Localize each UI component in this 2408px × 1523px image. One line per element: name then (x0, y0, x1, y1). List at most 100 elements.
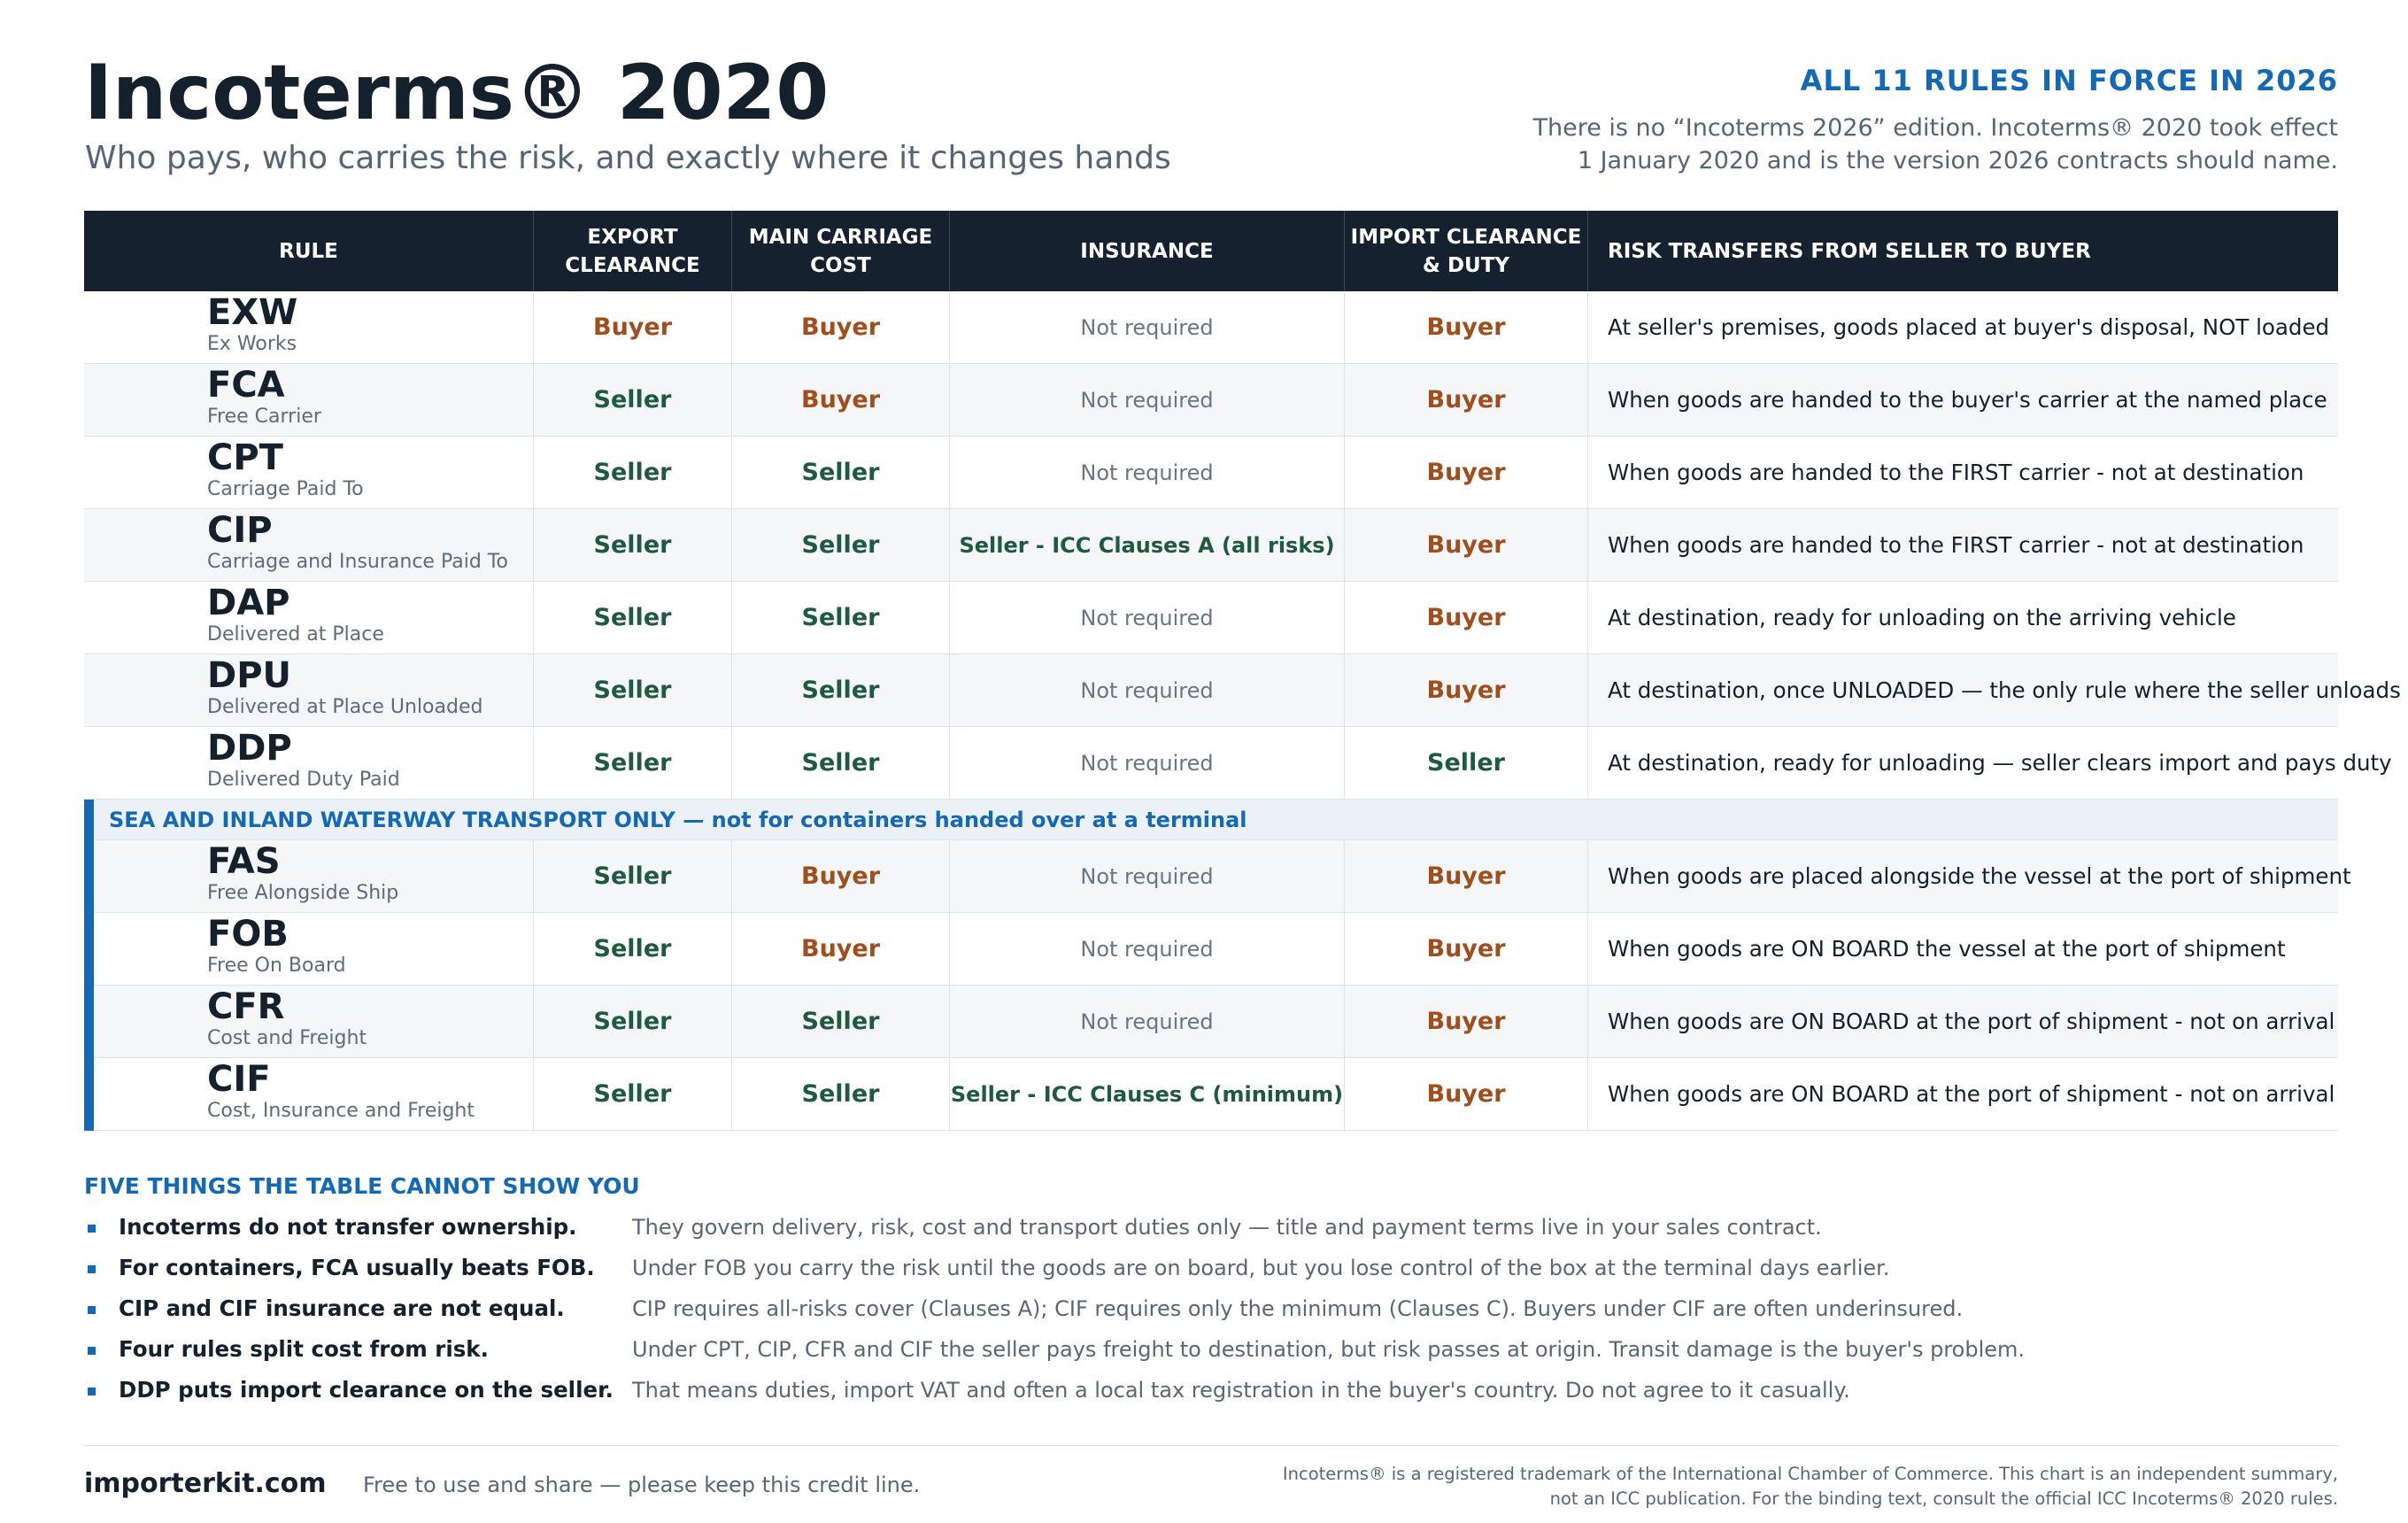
risk-cell: At destination, ready for unloading — se… (1588, 727, 2338, 799)
note-heading: For containers, FCA usually beats FOB. (119, 1255, 595, 1280)
insurance-cell-value: Not required (1080, 460, 1213, 485)
table-row: FAS Free Alongside Ship Seller Buyer Not req… (84, 840, 2338, 913)
insurance-cell: Not required (950, 913, 1345, 985)
risk-transfer-text: When goods are handed to the FIRST carri… (1608, 532, 2304, 558)
rule-name: Cost and Freight (207, 1026, 367, 1051)
bullet-icon (88, 1265, 96, 1273)
risk-transfer-text: When goods are ON BOARD at the port of s… (1608, 1009, 2335, 1034)
risk-transfer-text: When goods are handed to the buyer's car… (1608, 387, 2327, 413)
site-link[interactable]: importerkit.com (84, 1468, 327, 1499)
rule-name: Delivered Duty Paid (207, 768, 400, 792)
note-heading: DDP puts import clearance on the seller. (119, 1377, 614, 1403)
import-cell-value: Buyer (1426, 1080, 1505, 1108)
export-cell: Seller (534, 582, 732, 653)
main-carriage-cell: Seller (732, 437, 950, 508)
sea-transport-band: SEA AND INLAND WATERWAY TRANSPORT ONLY —… (84, 800, 2338, 840)
export-cell-value: Seller (594, 676, 672, 704)
export-cell-value: Seller (594, 386, 672, 414)
export-cell-value: Seller (594, 531, 672, 559)
insurance-cell: Not required (950, 654, 1345, 726)
rule-code: CIP (207, 511, 273, 550)
col-header-main-carriage: MAIN CARRIAGE COST (732, 211, 950, 291)
bullet-icon (88, 1306, 96, 1314)
rule-cell: CIP Carriage and Insurance Paid To (84, 509, 534, 581)
rule-name: Free Carrier (207, 405, 321, 429)
table-row: CIF Cost, Insurance and Freight Seller Sell… (84, 1058, 2338, 1131)
table-row: EXW Ex Works Buyer Buyer Not required Buyer At… (84, 291, 2338, 364)
export-cell: Seller (534, 654, 732, 726)
table-row: CPT Carriage Paid To Seller Seller Not requi… (84, 437, 2338, 509)
rule-cell: DAP Delivered at Place (84, 582, 534, 653)
main-carriage-cell-value: Seller (802, 531, 880, 559)
export-cell: Seller (534, 840, 732, 912)
insurance-cell: Not required (950, 986, 1345, 1057)
main-carriage-cell-value: Buyer (801, 935, 880, 963)
main-carriage-cell: Seller (732, 654, 950, 726)
legal-notice: Incoterms® is a registered trademark of … (1283, 1462, 2338, 1511)
main-carriage-cell: Buyer (732, 291, 950, 363)
sea-group-accent-bar (84, 800, 94, 1131)
note-text: That means duties, import VAT and often … (632, 1378, 1850, 1403)
sea-transport-group: SEA AND INLAND WATERWAY TRANSPORT ONLY —… (84, 800, 2338, 1131)
rule-code: CFR (207, 987, 284, 1026)
import-cell-value: Seller (1427, 749, 1505, 777)
main-carriage-cell: Seller (732, 986, 950, 1057)
insurance-cell-value: Not required (1080, 751, 1213, 776)
insurance-cell: Not required (950, 291, 1345, 363)
rule-name: Carriage and Insurance Paid To (207, 550, 508, 575)
col-header-export-line: CLEARANCE (565, 251, 699, 280)
insurance-cell-value: Not required (1080, 606, 1213, 630)
import-cell-value: Buyer (1426, 1008, 1505, 1035)
import-cell-value: Buyer (1426, 676, 1505, 704)
export-cell-value: Seller (594, 1080, 672, 1108)
rule-code: FOB (207, 915, 289, 954)
table-row: FOB Free On Board Seller Buyer Not required B… (84, 913, 2338, 986)
main-carriage-cell: Seller (732, 582, 950, 653)
footer-divider (84, 1445, 2338, 1446)
col-header-import-line: & DUTY (1351, 251, 1582, 280)
main-carriage-cell-value: Seller (802, 676, 880, 704)
edition-note-line: There is no “Incoterms 2026” edition. In… (1532, 112, 2338, 144)
rule-name: Delivered at Place (207, 622, 384, 647)
note-text: CIP requires all-risks cover (Clauses A)… (632, 1296, 1963, 1321)
col-header-export: EXPORT CLEARANCE (534, 211, 732, 291)
insurance-cell-value: Not required (1080, 678, 1213, 703)
insurance-cell: Not required (950, 364, 1345, 436)
table-row: DDP Delivered Duty Paid Seller Seller Not re… (84, 727, 2338, 800)
import-cell: Seller (1345, 727, 1588, 799)
risk-transfer-text: When goods are ON BOARD at the port of s… (1608, 1081, 2335, 1107)
export-cell: Buyer (534, 291, 732, 363)
rule-name: Free Alongside Ship (207, 881, 398, 906)
insurance-cell: Seller - ICC Clauses A (all risks) (950, 509, 1345, 581)
risk-cell: At seller's premises, goods placed at bu… (1588, 291, 2338, 363)
main-carriage-cell-value: Buyer (801, 313, 880, 341)
any-mode-rows: EXW Ex Works Buyer Buyer Not required Buyer At… (84, 291, 2338, 800)
col-header-risk: RISK TRANSFERS FROM SELLER TO BUYER (1588, 211, 2338, 291)
import-cell-value: Buyer (1426, 459, 1505, 486)
import-cell-value: Buyer (1426, 935, 1505, 963)
rule-cell: FAS Free Alongside Ship (84, 840, 534, 912)
main-carriage-cell-value: Buyer (801, 386, 880, 414)
bullet-icon (88, 1388, 96, 1395)
main-carriage-cell: Seller (732, 727, 950, 799)
col-header-main-line: MAIN CARRIAGE (749, 223, 933, 251)
import-cell: Buyer (1345, 364, 1588, 436)
insurance-cell: Not required (950, 437, 1345, 508)
page-title: Incoterms® 2020 (84, 53, 829, 133)
insurance-cell-value: Seller - ICC Clauses A (all risks) (959, 533, 1334, 558)
col-header-export-line: EXPORT (565, 223, 699, 251)
table-header-row: RULE EXPORT CLEARANCE MAIN CARRIAGE COST I… (84, 211, 2338, 291)
import-cell: Buyer (1345, 291, 1588, 363)
sea-mode-rows: FAS Free Alongside Ship Seller Buyer Not req… (84, 840, 2338, 1131)
main-carriage-cell: Buyer (732, 364, 950, 436)
export-cell-value: Seller (594, 604, 672, 631)
notes-title: FIVE THINGS THE TABLE CANNOT SHOW YOU (84, 1173, 640, 1199)
rule-cell: DDP Delivered Duty Paid (84, 727, 534, 799)
rule-code: CIF (207, 1060, 271, 1099)
insurance-cell: Not required (950, 727, 1345, 799)
export-cell: Seller (534, 986, 732, 1057)
incoterms-table: RULE EXPORT CLEARANCE MAIN CARRIAGE COST I… (84, 211, 2338, 1131)
rule-code: DAP (207, 584, 289, 622)
export-cell: Seller (534, 364, 732, 436)
sea-transport-label: SEA AND INLAND WATERWAY TRANSPORT ONLY —… (84, 808, 1247, 832)
